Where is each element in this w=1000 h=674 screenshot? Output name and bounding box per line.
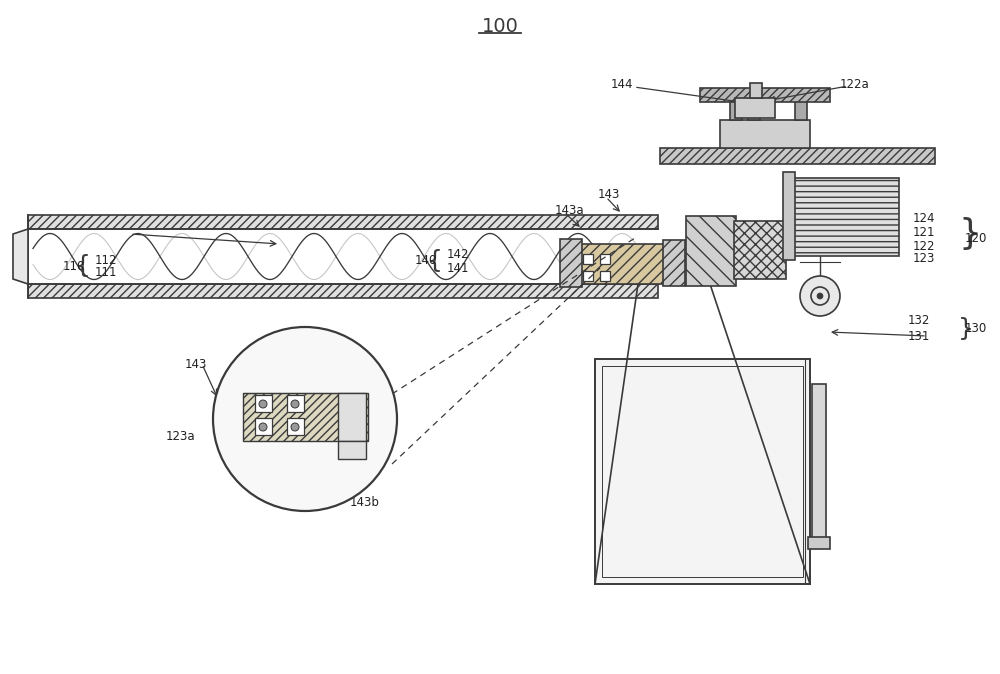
Bar [750, 83, 762, 98]
Text: 120: 120 [965, 233, 987, 245]
Bar [812, 384, 826, 544]
Bar [663, 240, 685, 286]
Bar [748, 98, 760, 120]
Text: 131: 131 [908, 330, 930, 344]
Bar [580, 244, 665, 284]
Text: 141: 141 [447, 262, 470, 274]
Circle shape [259, 400, 267, 408]
Bar [784, 178, 899, 256]
Bar [735, 98, 775, 118]
Bar [255, 418, 272, 435]
Bar [783, 172, 795, 260]
Circle shape [291, 423, 299, 431]
Bar [660, 148, 935, 164]
Text: 140: 140 [415, 255, 437, 268]
Bar [28, 215, 658, 229]
Text: {: { [75, 254, 91, 278]
Bar [600, 254, 610, 264]
Text: 110: 110 [63, 259, 85, 272]
Circle shape [291, 400, 299, 408]
Text: 122a: 122a [840, 78, 870, 90]
Bar [338, 393, 366, 441]
Bar [583, 271, 593, 281]
Bar [338, 441, 366, 459]
Bar [560, 239, 582, 287]
Bar [602, 366, 803, 577]
Bar [686, 216, 736, 286]
Text: 100: 100 [482, 16, 518, 36]
Text: 132: 132 [908, 315, 930, 328]
Text: {: { [427, 249, 443, 273]
Text: 143b: 143b [350, 495, 380, 508]
Text: 143a: 143a [555, 204, 585, 216]
Text: 143: 143 [598, 187, 620, 200]
Circle shape [817, 293, 823, 299]
Bar [287, 418, 304, 435]
Text: 122: 122 [912, 239, 935, 253]
Bar [808, 537, 830, 549]
Bar [734, 221, 786, 279]
Bar [28, 284, 658, 298]
Circle shape [259, 423, 267, 431]
Bar [600, 271, 610, 281]
Bar [700, 88, 830, 102]
Bar [795, 98, 807, 120]
Text: 111: 111 [95, 266, 118, 280]
Text: 123: 123 [913, 253, 935, 266]
Bar [243, 393, 368, 441]
Circle shape [213, 327, 397, 511]
Text: 123a: 123a [165, 429, 195, 443]
Bar [730, 98, 742, 120]
Bar [583, 254, 593, 264]
Text: 124: 124 [912, 212, 935, 226]
Bar [287, 395, 304, 412]
Bar [255, 395, 272, 412]
Polygon shape [13, 229, 28, 284]
Text: 144: 144 [611, 78, 633, 90]
Text: 130: 130 [965, 322, 987, 336]
Text: 112: 112 [95, 253, 118, 266]
Bar [595, 359, 810, 584]
Text: 143: 143 [185, 357, 207, 371]
Text: }: } [958, 317, 974, 341]
Text: 121: 121 [912, 226, 935, 239]
Text: 142: 142 [447, 249, 470, 262]
Text: }: } [958, 217, 981, 251]
Circle shape [800, 276, 840, 316]
Bar [720, 120, 810, 148]
